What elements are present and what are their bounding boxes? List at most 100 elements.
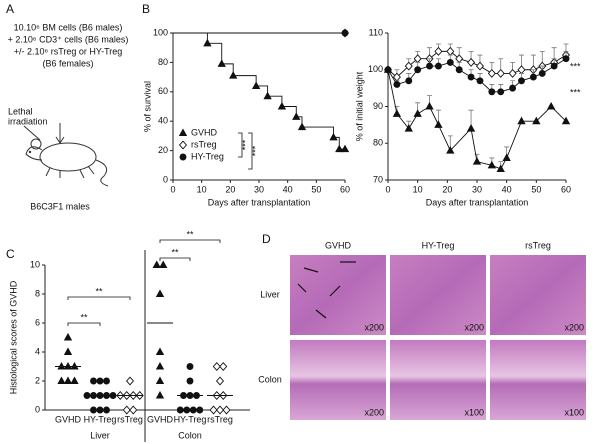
sig-bracket (159, 257, 191, 261)
marker-diamond (446, 46, 455, 56)
legend-marker (178, 128, 188, 137)
marker-circle (96, 406, 104, 414)
panel-label: C (6, 247, 15, 261)
y-tick-label: 100 (153, 27, 168, 37)
x-tick-label: HY-Treg (174, 414, 207, 424)
y-tick-label: 4 (35, 346, 40, 356)
marker-triangle (155, 390, 165, 399)
significance: *** (250, 145, 260, 156)
histology-image (390, 255, 486, 335)
marker-triangle (472, 157, 482, 165)
marker-triangle (446, 146, 455, 154)
legend-label: GVHD (191, 127, 218, 137)
marker-triangle (487, 160, 496, 169)
histology-image (490, 255, 586, 335)
histology-image (490, 340, 586, 420)
significance: ** (80, 312, 88, 322)
x-tick-label: 30 (254, 184, 264, 194)
marker-triangle (63, 347, 73, 356)
marker-triangle (159, 260, 168, 269)
marker-triangle (155, 361, 165, 370)
marker-triangle (70, 376, 79, 385)
x-tick-label: rsTreg (207, 414, 233, 424)
x-tick-label: HY-Treg (84, 414, 117, 424)
marker-circle (509, 84, 517, 92)
marker-circle (497, 88, 505, 96)
marker-diamond (122, 405, 131, 415)
x-tick-label: GVHD (147, 414, 174, 424)
y-tick-label: 100 (368, 64, 383, 74)
x-tick-label: 50 (311, 184, 321, 194)
x-tick-label: 0 (385, 184, 390, 194)
significance: ** (186, 229, 194, 239)
group-label: Colon (178, 430, 202, 440)
arrow (329, 285, 341, 297)
sig-bracket (238, 132, 253, 170)
x-axis-label: Days after transplantation (426, 197, 529, 207)
marker-triangle (561, 116, 571, 125)
histology-image (290, 340, 386, 420)
marker-diamond (212, 362, 221, 371)
marker-triangle (413, 109, 422, 117)
marker-circle (103, 377, 110, 385)
marker-circle (96, 377, 104, 385)
legend-label: HY-Treg (191, 151, 224, 161)
marker-circle (405, 77, 413, 85)
marker-triangle (63, 332, 73, 341)
marker-triangle (297, 122, 307, 131)
magnification: x100 (464, 407, 484, 417)
marker-diamond (222, 405, 231, 415)
marker-triangle (63, 376, 73, 385)
marker-diamond (508, 68, 517, 78)
marker-triangle (425, 101, 434, 110)
marker-circle (189, 406, 197, 414)
marker-diamond (467, 57, 476, 67)
x-tick-label: rsTreg (117, 414, 143, 424)
significance: ** (171, 247, 179, 257)
column-label: GVHD (325, 240, 352, 250)
x-tick-label: GVHD (55, 414, 82, 424)
x-tick-label: 40 (283, 184, 293, 194)
y-tick-label: 40 (158, 116, 168, 126)
marker-circle (393, 80, 401, 88)
marker-triangle (263, 91, 272, 100)
x-tick-label: 60 (340, 184, 350, 194)
marker-triangle (532, 116, 541, 125)
marker-triangle (57, 376, 66, 385)
marker-diamond (455, 54, 464, 64)
y-axis-label: Histological scores of GVHD (8, 280, 18, 394)
x-tick-label: 10 (197, 184, 207, 194)
marker-circle (196, 406, 204, 414)
x-tick-label: 20 (225, 184, 235, 194)
weight-line (387, 58, 567, 93)
histology-image (390, 340, 486, 420)
irradiation-note: Lethal (8, 106, 33, 116)
row-label: Liver (260, 289, 280, 299)
y-tick-label: 8 (35, 288, 40, 298)
marker-circle (414, 66, 422, 74)
marker-diamond (219, 362, 228, 371)
marker-circle (518, 77, 525, 85)
marker-triangle (152, 260, 161, 269)
marker-circle (562, 55, 570, 63)
y-tick-label: 0 (35, 404, 40, 414)
x-axis-label: Days after transplantation (208, 197, 311, 207)
marker-triangle (329, 132, 338, 141)
y-tick-label: 6 (35, 317, 40, 327)
marker-triangle (517, 116, 526, 125)
column-label: HY-Treg (422, 240, 455, 250)
marker-diamond (215, 405, 225, 415)
survival-line (173, 32, 345, 150)
protocol-line: + 2.10⁶ CD3⁺ cells (B6 males) (8, 34, 129, 44)
marker-circle (186, 377, 194, 385)
y-tick-label: 110 (369, 27, 383, 37)
legend-marker (179, 153, 187, 161)
marker-diamond (475, 61, 484, 71)
marker-circle (538, 69, 546, 77)
marker-triangle (217, 59, 226, 67)
panel-label: D (262, 232, 271, 246)
sig-bracket (67, 296, 131, 300)
marker-triangle (496, 164, 505, 173)
marker-triangle (251, 81, 261, 89)
marker-circle (183, 406, 191, 414)
